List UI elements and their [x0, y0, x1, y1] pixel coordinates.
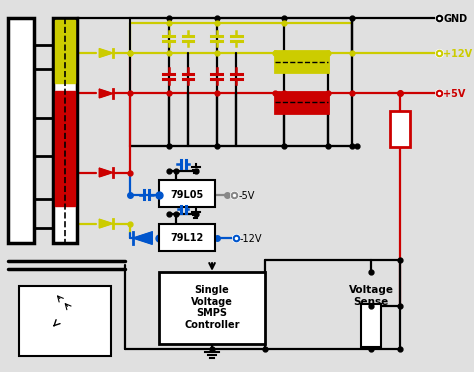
Bar	[274, 51, 328, 72]
Text: 79L05: 79L05	[170, 190, 204, 200]
Text: +12V: +12V	[443, 49, 473, 59]
Text: -5V: -5V	[238, 190, 255, 201]
Bar	[55, 20, 75, 83]
Text: Voltage
Sense: Voltage Sense	[348, 285, 393, 307]
Polygon shape	[99, 168, 113, 177]
Bar	[8, 18, 34, 243]
Polygon shape	[133, 232, 152, 244]
Text: GND: GND	[443, 14, 467, 24]
Bar	[274, 92, 328, 113]
Bar	[159, 180, 215, 207]
Text: 79L12: 79L12	[170, 233, 204, 243]
Bar	[19, 286, 111, 356]
Polygon shape	[99, 219, 113, 228]
Polygon shape	[99, 49, 113, 57]
Text: Single
Voltage
SMPS
Controller: Single Voltage SMPS Controller	[184, 285, 240, 330]
Bar	[130, 18, 352, 147]
Text: -12V: -12V	[240, 234, 263, 244]
Bar	[55, 91, 75, 206]
Polygon shape	[99, 89, 113, 98]
Bar	[53, 18, 77, 243]
Bar	[390, 111, 410, 147]
Text: +5V: +5V	[443, 89, 466, 99]
Bar	[159, 224, 215, 251]
Bar	[361, 304, 381, 347]
Bar	[159, 272, 265, 344]
